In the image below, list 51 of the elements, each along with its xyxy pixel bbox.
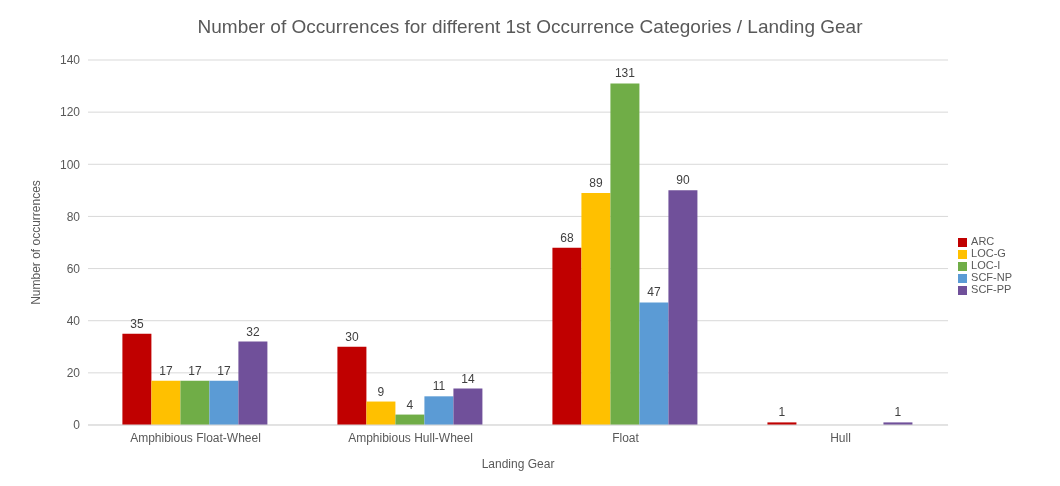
data-label: 90 [676, 173, 690, 188]
bar [209, 380, 239, 425]
bar [180, 380, 210, 425]
bar [424, 396, 454, 425]
data-label: 89 [589, 175, 603, 190]
x-tick-label: Amphibious Float-Wheel [130, 430, 261, 445]
x-tick-label: Float [612, 430, 640, 445]
bar [337, 346, 367, 425]
data-label: 14 [461, 371, 475, 386]
legend-label: LOC-G [971, 247, 1006, 259]
bar [581, 192, 611, 425]
bar [151, 380, 181, 425]
data-label: 17 [159, 363, 173, 378]
y-tick-label: 80 [66, 209, 81, 224]
y-axis-title: Number of occurrences [29, 180, 44, 305]
data-label: 35 [130, 316, 144, 331]
bar [668, 190, 698, 425]
y-tick-label: 40 [66, 313, 81, 328]
data-label: 68 [560, 230, 574, 245]
legend-label: SCF-NP [971, 271, 1012, 283]
bar [453, 388, 483, 425]
legend-label: LOC-I [971, 259, 1001, 271]
bar [610, 83, 640, 425]
chart-title: Number of Occurrences for different 1st Occurrence Categories / Landing Gear [196, 15, 864, 39]
bar [238, 341, 268, 425]
data-label: 131 [614, 66, 636, 81]
legend-label: SCF-PP [971, 283, 1012, 295]
bar [639, 302, 669, 425]
data-label: 32 [246, 324, 260, 339]
bar [122, 333, 152, 425]
y-tick-label: 120 [59, 105, 81, 120]
y-tick-label: 100 [59, 157, 81, 172]
y-tick-label: 60 [66, 261, 81, 276]
x-axis-title: Landing Gear [481, 457, 555, 471]
data-label: 1 [778, 405, 786, 420]
legend-label: ARC [971, 235, 995, 247]
data-label: 9 [377, 384, 385, 399]
bar [366, 401, 396, 425]
y-tick-label: 0 [73, 418, 81, 433]
data-label: 11 [432, 379, 446, 394]
data-label: 17 [188, 363, 202, 378]
data-label: 1 [894, 405, 902, 420]
bar [552, 247, 582, 425]
data-label: 4 [406, 397, 414, 412]
x-tick-label: Amphibious Hull-Wheel [348, 430, 473, 445]
data-label: 17 [217, 363, 231, 378]
data-label: 47 [647, 285, 661, 300]
y-tick-label: 20 [66, 366, 81, 381]
x-tick-label: Hull [830, 430, 851, 445]
y-tick-label: 140 [59, 53, 81, 68]
data-label: 30 [345, 329, 359, 344]
